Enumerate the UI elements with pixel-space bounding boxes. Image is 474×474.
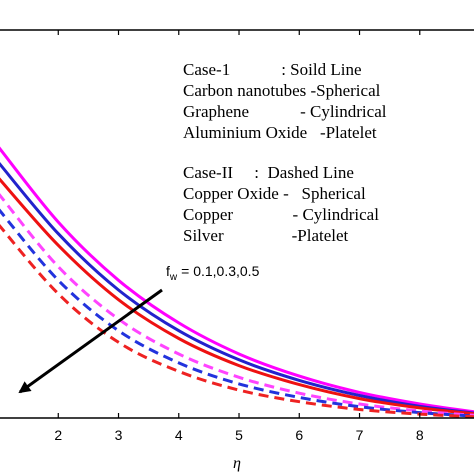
fw-annotation: fw = 0.1,0.3,0.5 bbox=[18, 263, 260, 394]
series-line-2 bbox=[0, 161, 474, 415]
fw-arrow bbox=[18, 288, 163, 394]
legend-line-8: Silver -Platelet bbox=[183, 226, 349, 245]
x-tick-label-3: 3 bbox=[115, 427, 123, 443]
legend-line-1: Case-1 : Soild Line bbox=[183, 60, 361, 79]
x-tick-label-8: 8 bbox=[416, 427, 424, 443]
legend-line-3: Graphene - Cylindrical bbox=[183, 102, 387, 121]
x-tick-label-4: 4 bbox=[175, 427, 183, 443]
fw-annotation-label: fw = 0.1,0.3,0.5 bbox=[166, 263, 260, 283]
x-tick-label-5: 5 bbox=[235, 427, 243, 443]
x-tick-label-6: 6 bbox=[295, 427, 303, 443]
legend-line-5: Case-II : Dashed Line bbox=[183, 163, 354, 182]
series-line-6 bbox=[0, 224, 474, 419]
legend-line-4: Aluminium Oxide -Platelet bbox=[183, 123, 377, 142]
series-line-4 bbox=[0, 193, 474, 417]
legend: Case-1 : Soild Line Carbon nanotubes -Sp… bbox=[183, 60, 387, 245]
x-tick-label-2: 2 bbox=[54, 427, 62, 443]
legend-line-2: Carbon nanotubes -Spherical bbox=[183, 81, 381, 100]
series-line-3 bbox=[0, 177, 474, 416]
plot-frame bbox=[0, 29, 474, 419]
legend-line-6: Copper Oxide - Spherical bbox=[183, 184, 366, 203]
legend-line-7: Copper - Cylindrical bbox=[183, 205, 379, 224]
x-tick-label-7: 7 bbox=[356, 427, 364, 443]
series-line-5 bbox=[0, 208, 474, 418]
x-axis-ticks: 2 3 4 5 6 7 8 bbox=[54, 30, 424, 443]
x-axis-label: η bbox=[233, 455, 241, 472]
series-line-1 bbox=[0, 146, 474, 414]
series-layer bbox=[0, 146, 474, 419]
